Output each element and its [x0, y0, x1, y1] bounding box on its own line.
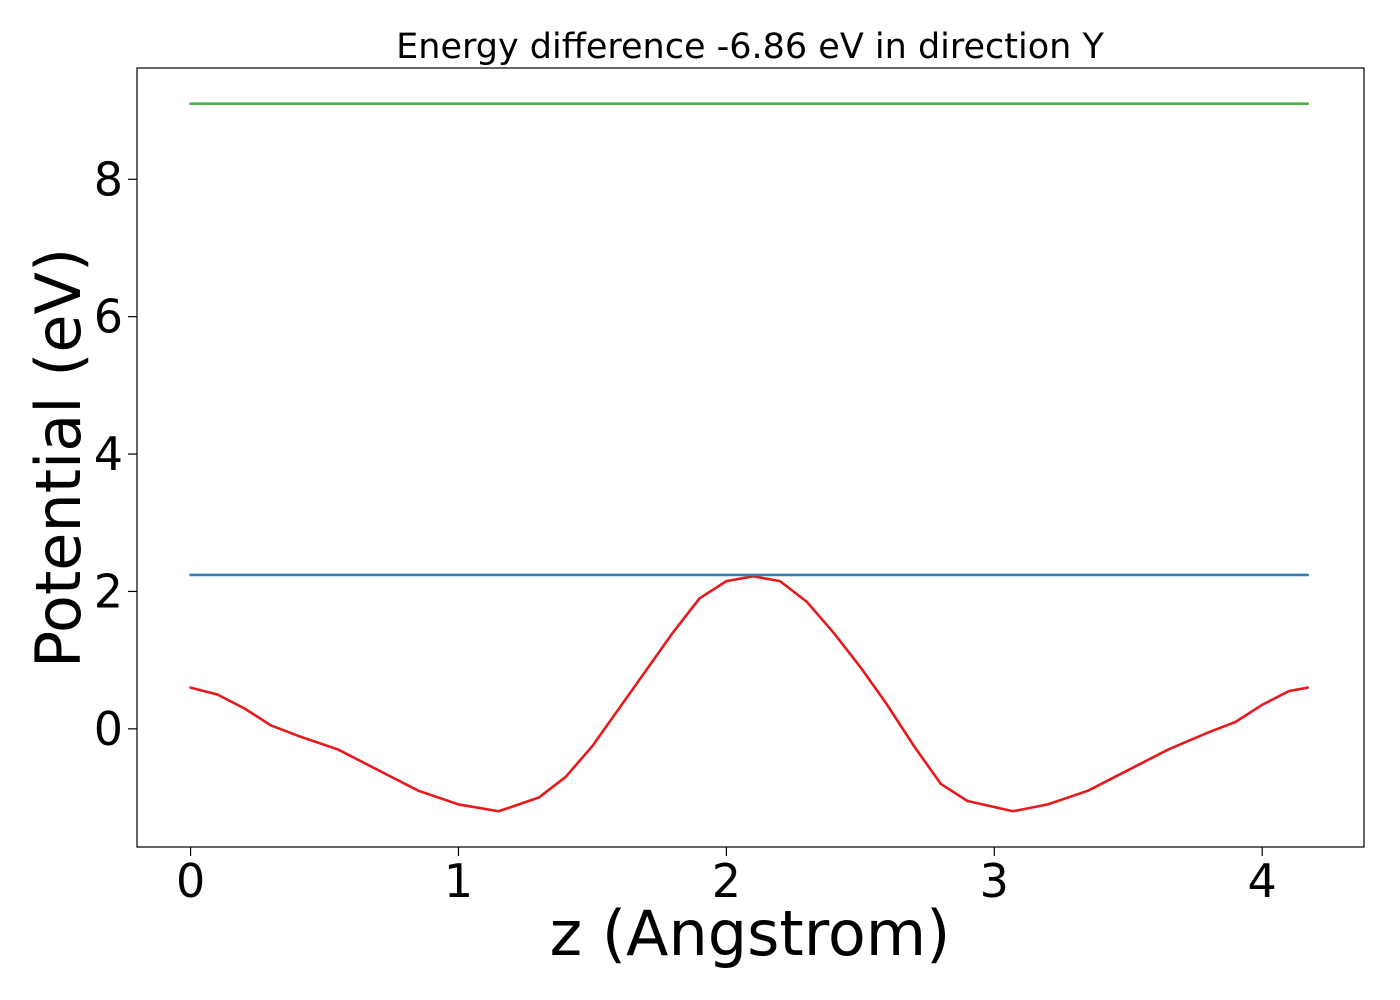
x-tick-label: 2 — [712, 854, 741, 908]
x-tick-label: 3 — [980, 854, 1009, 908]
x-axis-ticks: 0 1 2 3 4 — [176, 847, 1277, 908]
y-tick-label: 6 — [94, 290, 123, 344]
x-tick-label: 4 — [1248, 854, 1277, 908]
plot-area-border — [136, 67, 1365, 848]
series-layer — [189, 102, 1310, 813]
potential-curve — [189, 575, 1310, 813]
x-axis-label: z (Angstrom) — [550, 897, 951, 970]
x-tick-label: 1 — [444, 854, 473, 908]
y-tick-label: 4 — [94, 427, 123, 481]
y-tick-label: 0 — [94, 702, 123, 756]
plot-frame — [136, 67, 1365, 848]
y-axis-ticks: 0 2 4 6 8 — [94, 152, 137, 756]
y-tick-label: 2 — [94, 564, 123, 618]
y-tick-label: 8 — [94, 152, 123, 206]
x-tick-label: 0 — [176, 854, 205, 908]
y-axis-label: Potential (eV) — [22, 248, 95, 668]
chart-title: Energy difference -6.86 eV in direction … — [396, 27, 1104, 67]
